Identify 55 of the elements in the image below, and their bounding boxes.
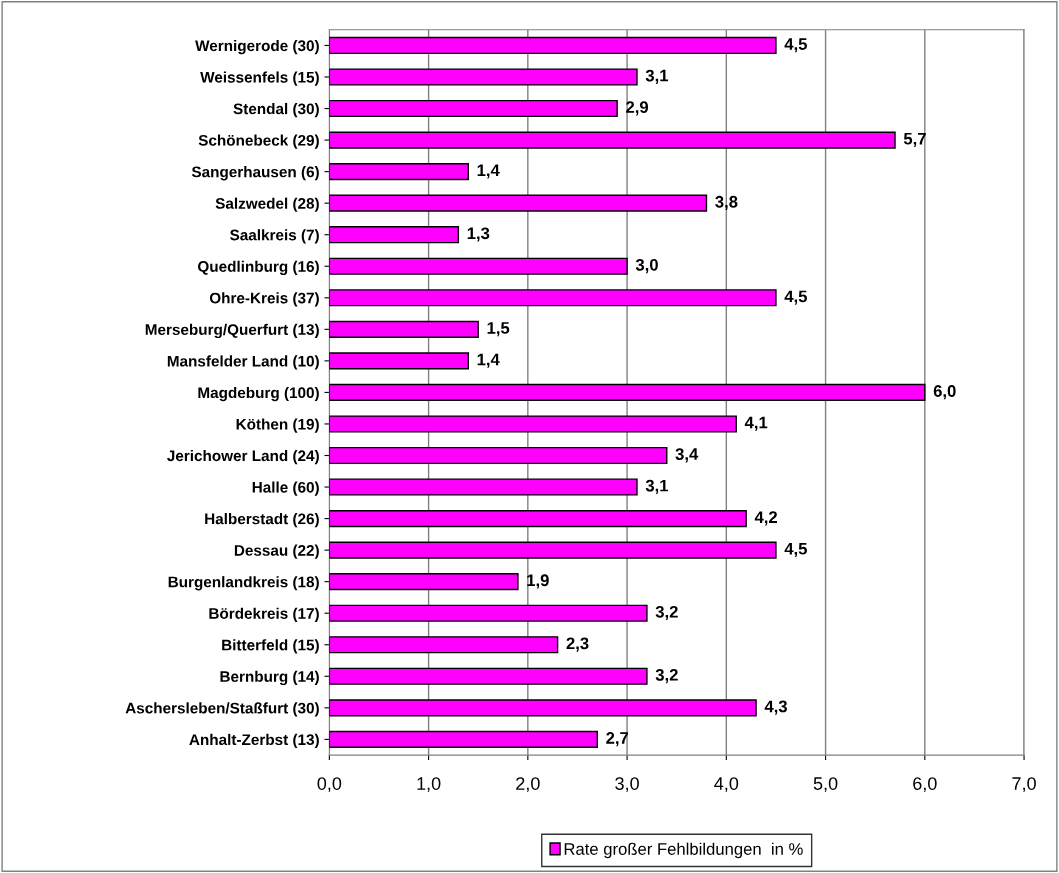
y-tick-label: Halle (60) — [252, 481, 319, 496]
legend-label: Rate großer Fehlbildungen in % — [564, 842, 803, 859]
y-tick-label: Mansfelder Land (10) — [167, 355, 319, 370]
x-tick-label: 0,0 — [317, 777, 342, 793]
y-tick-label: Salzwedel (28) — [215, 197, 319, 212]
data-label: 3,0 — [635, 258, 658, 274]
data-label: 2,3 — [566, 637, 589, 652]
data-label: 3,4 — [675, 448, 699, 463]
y-tick-label: Burgenlandkreis (18) — [168, 576, 319, 591]
y-tick-label: Ohre-Kreis (37) — [209, 292, 319, 307]
y-tick-label: Bördekreis (17) — [209, 607, 319, 622]
x-tick-label: 7,0 — [1012, 777, 1036, 793]
data-label: 2,9 — [626, 101, 649, 116]
data-label: 1,4 — [477, 353, 500, 368]
y-tick-label: Magdeburg (100) — [198, 386, 319, 402]
data-label: 4,5 — [784, 38, 807, 53]
y-tick-label: Köthen (19) — [236, 418, 319, 433]
y-tick-label: Dessau (22) — [234, 544, 319, 559]
data-label: 1,5 — [487, 322, 510, 337]
y-tick-label: Bitterfeld (15) — [222, 639, 319, 654]
y-tick-label: Schönebeck (29) — [198, 134, 319, 149]
x-tick-label: 3,0 — [615, 777, 639, 793]
data-label: 4,5 — [784, 542, 807, 558]
x-tick-label: 5,0 — [813, 777, 838, 793]
data-label: 3,2 — [655, 668, 678, 684]
y-tick-label: Halberstadt (26) — [205, 513, 319, 528]
data-label: 6,0 — [933, 385, 956, 400]
data-label: 5,7 — [903, 132, 926, 147]
data-label: 4,1 — [744, 416, 768, 431]
data-label: 4,2 — [754, 511, 778, 526]
data-label: 4,3 — [764, 700, 787, 715]
y-tick-label: Saalkreis (7) — [230, 229, 319, 244]
data-label: 1,3 — [467, 227, 490, 242]
data-label: 3,8 — [715, 195, 738, 211]
y-tick-label: Aschersleben/Staßfurt (30) — [125, 702, 319, 717]
y-tick-label: Stendal (30) — [233, 103, 319, 118]
data-label: 2,7 — [606, 732, 629, 747]
y-tick-label: Wernigerode (30) — [195, 39, 319, 55]
data-label: 1,9 — [527, 574, 549, 589]
x-tick-label: 4,0 — [714, 777, 739, 793]
x-tick-label: 1,0 — [417, 777, 441, 793]
y-tick-label: Sangerhausen (6) — [191, 166, 319, 181]
x-tick-label: 2,0 — [516, 777, 540, 793]
data-label: 3,1 — [645, 479, 669, 494]
y-tick-label: Quedlinburg (16) — [198, 260, 319, 276]
x-tick-label: 6,0 — [913, 777, 937, 793]
y-tick-label: Anhalt-Zerbst (13) — [189, 733, 319, 749]
y-tick-label: Jerichower Land (24) — [167, 449, 319, 465]
y-tick-label: Bernburg (14) — [220, 670, 319, 686]
y-tick-label: Weissenfels (15) — [200, 71, 319, 86]
y-tick-label: Merseburg/Querfurt (13) — [145, 323, 319, 339]
data-label: 3,2 — [655, 605, 678, 621]
data-label: 1,4 — [477, 164, 500, 179]
data-label: 3,1 — [645, 69, 669, 84]
data-label: 4,5 — [784, 290, 807, 305]
